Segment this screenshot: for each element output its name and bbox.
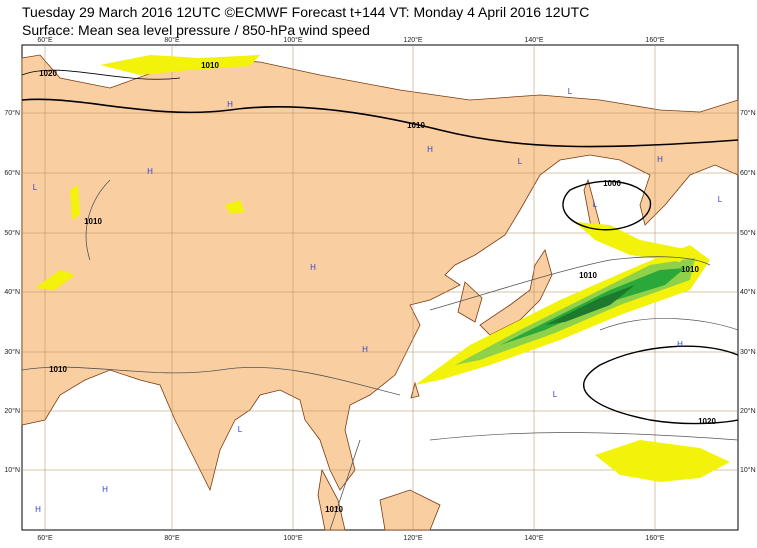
- latitude-label: 20°N: [740, 407, 756, 415]
- latitude-label: 50°N: [740, 229, 756, 237]
- longitude-label: 80°E: [164, 534, 180, 542]
- pressure-center: L: [518, 157, 523, 166]
- pressure-center: L: [33, 183, 38, 192]
- latitude-label: 70°N: [740, 109, 756, 117]
- pressure-center: H: [35, 505, 41, 514]
- isobar-label: 1010: [681, 265, 699, 274]
- pressure-center: H: [227, 100, 233, 109]
- latitude-label: 10°N: [740, 466, 756, 474]
- pressure-center: H: [310, 263, 316, 272]
- longitude-label: 120°E: [403, 534, 422, 542]
- isobar-label: 1000: [603, 179, 621, 188]
- latitude-label: 10°N: [4, 466, 20, 474]
- latitude-label: 60°N: [4, 169, 20, 177]
- latitude-label: 40°N: [740, 288, 756, 296]
- longitude-label: 140°E: [524, 534, 543, 542]
- isobar-label: 1010: [201, 61, 219, 70]
- isobar-label: 1010: [84, 217, 102, 226]
- pressure-center: H: [102, 485, 108, 494]
- pressure-center: L: [718, 195, 723, 204]
- latitude-label: 70°N: [4, 109, 20, 117]
- longitude-label: 100°E: [283, 36, 302, 44]
- pressure-center: H: [657, 155, 663, 164]
- longitude-label: 80°E: [164, 36, 180, 44]
- latitude-label: 30°N: [740, 348, 756, 356]
- latitude-label: 40°N: [4, 288, 20, 296]
- title: Tuesday 29 March 2016 12UTC ©ECMWF Forec…: [22, 4, 590, 20]
- pressure-center: H: [677, 340, 683, 349]
- pressure-center: L: [238, 425, 243, 434]
- isobar-label: 1020: [698, 417, 716, 426]
- pressure-center: L: [593, 200, 598, 209]
- isobars: [21, 69, 739, 531]
- longitude-label: 120°E: [403, 36, 422, 44]
- isobar-label: 1010: [49, 365, 67, 374]
- pressure-center: H: [362, 345, 368, 354]
- latitude-label: 50°N: [4, 229, 20, 237]
- wind-speed: [35, 55, 730, 482]
- pressure-center: L: [568, 87, 573, 96]
- longitude-label: 60°E: [37, 534, 53, 542]
- isobar-label: 1010: [325, 505, 343, 514]
- longitude-label: 160°E: [645, 36, 664, 44]
- latitude-label: 30°N: [4, 348, 20, 356]
- isobar-label: 1010: [407, 121, 425, 130]
- pressure-center: L: [553, 390, 558, 399]
- longitude-label: 60°E: [37, 36, 53, 44]
- longitude-label: 140°E: [524, 36, 543, 44]
- longitude-label: 100°E: [283, 534, 302, 542]
- pressure-center: H: [427, 145, 433, 154]
- latitude-label: 20°N: [4, 407, 20, 415]
- latitude-label: 60°N: [740, 169, 756, 177]
- pressure-center: H: [147, 167, 153, 176]
- isobar-label: 1020: [39, 69, 57, 78]
- subtitle: Surface: Mean sea level pressure / 850-h…: [22, 22, 370, 38]
- isobar-label: 1010: [579, 271, 597, 280]
- longitude-label: 160°E: [645, 534, 664, 542]
